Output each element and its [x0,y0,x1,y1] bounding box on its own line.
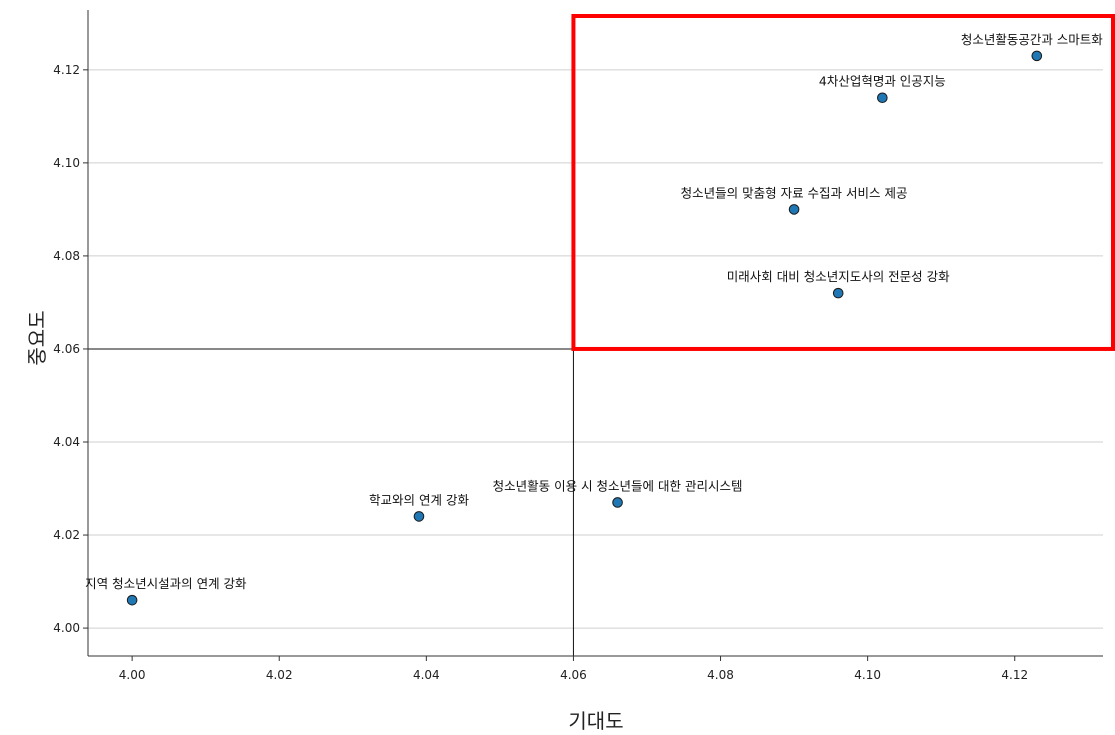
y-axis-title: 중요도 [25,310,49,365]
y-tick-label: 4.02 [53,528,80,542]
data-point [612,497,623,508]
highlight-box [571,14,1115,351]
y-tick-label: 4.08 [53,249,80,263]
reference-lines [88,14,1103,656]
x-tick-label: 4.10 [854,668,881,682]
data-point [126,594,138,606]
data-point-label: 청소년들의 맞춤형 자료 수집과 서비스 제공 [681,185,908,200]
x-tick-label: 4.06 [560,668,587,682]
data-point-label: 미래사회 대비 청소년지도사의 전문성 강화 [727,269,950,284]
x-tick-label: 4.12 [1001,668,1028,682]
y-tick-label: 4.00 [53,621,80,635]
y-tick-label: 4.06 [53,342,80,356]
y-tick-label: 4.10 [53,156,80,170]
data-point-label: 학교와의 연계 강화 [369,492,469,507]
data-point-label: 청소년활동공간과 스마트화 [961,32,1103,47]
x-tick-label: 4.00 [119,668,146,682]
y-tick-label: 4.12 [53,63,80,77]
x-axis-title: 기대도 [568,709,623,733]
data-point [1031,50,1043,62]
axes: 4.00 4.02 4.04 4.06 4.08 4.10 4.12 4.00 4.02 4.04… [53,10,1103,682]
data-point-label: 청소년활동 이용 시 청소년들에 대한 관리시스템 [493,478,743,493]
data-point-label: 지역 청소년시설과의 연계 강화 [85,576,247,591]
data-point [832,287,844,299]
data-points [126,50,1043,606]
x-tick-label: 4.02 [266,668,293,682]
highlight-rectangle [571,14,1115,351]
data-point [413,511,425,522]
x-tick-label: 4.08 [707,668,734,682]
data-point [877,92,888,104]
x-tick-label: 4.04 [413,668,440,682]
data-point [788,204,800,215]
y-tick-label: 4.04 [53,435,80,449]
data-point-label: 4차산업혁명과 인공지능 [819,74,946,89]
